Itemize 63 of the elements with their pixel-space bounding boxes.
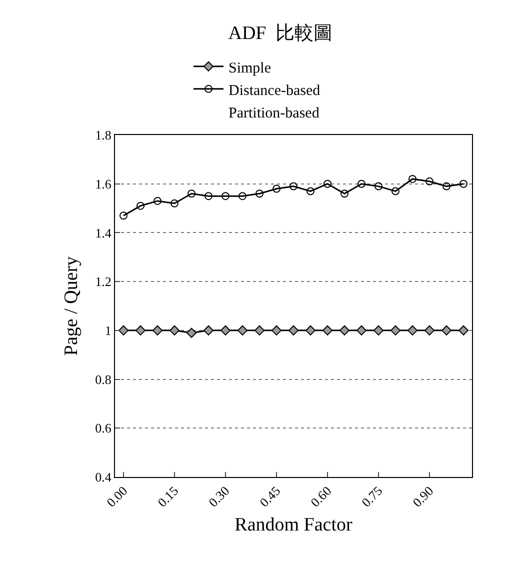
point (204, 192, 212, 200)
point (254, 325, 265, 336)
point (237, 325, 248, 336)
point (271, 325, 282, 336)
x-tick-label: 0.45 (256, 483, 284, 510)
point (358, 180, 366, 188)
point (152, 325, 163, 336)
point (392, 187, 400, 196)
point (238, 192, 246, 200)
y-axis-title: Page / Query (61, 256, 82, 356)
point (441, 325, 452, 336)
x-tick-label: 0.60 (308, 483, 334, 510)
point (373, 325, 384, 336)
text: Partition-based (228, 105, 320, 122)
y-tick-label: 1.4 (95, 225, 112, 240)
point (135, 325, 146, 336)
point (170, 199, 178, 208)
chart-title: ADF 比較圖 (228, 23, 333, 44)
point (220, 325, 231, 336)
point (339, 325, 350, 336)
x-axis-title: Random Factor (234, 514, 354, 536)
x-tick-label: 0.90 (410, 483, 436, 510)
point (136, 202, 144, 210)
legend-label: Distance-based (228, 82, 321, 99)
point (256, 190, 264, 198)
y-tick-label: 0.4 (95, 470, 112, 485)
x-tick-label: 0.00 (104, 483, 130, 510)
x-tick-label: 0.30 (206, 483, 232, 510)
point (186, 328, 197, 338)
point (305, 325, 316, 336)
y-tick-label: 1.2 (95, 274, 112, 290)
point (306, 187, 314, 196)
y-tick-label: 1.8 (95, 128, 112, 143)
point (118, 325, 129, 336)
point (222, 192, 230, 200)
point (120, 212, 128, 220)
point (442, 182, 450, 190)
legend-label: Simple (228, 60, 272, 76)
x-tick-label: 0.15 (154, 483, 182, 510)
x-tick-label: 0.75 (358, 483, 386, 510)
point (154, 196, 162, 205)
point (374, 182, 382, 190)
y-tick-label: 1.6 (95, 176, 112, 192)
point (407, 325, 418, 336)
y-tick-label: 0.8 (95, 372, 112, 387)
point (408, 174, 416, 183)
point (324, 180, 332, 188)
point (272, 184, 280, 193)
point (426, 177, 434, 186)
point (390, 325, 401, 336)
point (169, 325, 180, 336)
point (424, 325, 435, 336)
point (290, 182, 298, 190)
point (458, 325, 469, 336)
y-tick-label: 1 (104, 322, 112, 338)
point (188, 190, 196, 198)
point (288, 325, 299, 336)
point (203, 325, 214, 336)
point (356, 325, 367, 336)
y-tick-label: 0.6 (95, 420, 112, 436)
point (322, 325, 333, 336)
point (340, 190, 348, 198)
point (460, 180, 468, 188)
